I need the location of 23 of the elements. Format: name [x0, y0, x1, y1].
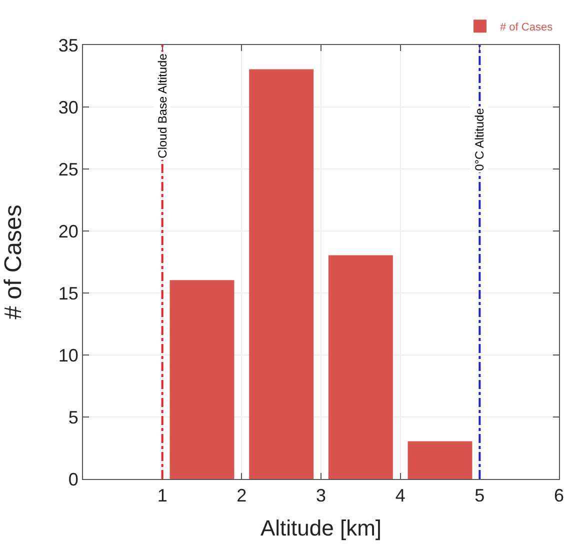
- bar: [249, 69, 314, 479]
- y-tick-label: 35: [58, 35, 78, 56]
- x-tick-label: 6: [554, 486, 564, 506]
- x-tick-label: 2: [236, 486, 247, 506]
- ref-line-label: Cloud Base Altitude: [155, 53, 170, 158]
- bar: [170, 280, 234, 479]
- y-tick-label: 5: [68, 407, 78, 428]
- y-tick-label: 10: [58, 345, 78, 366]
- x-tick-label: 5: [474, 486, 485, 506]
- legend-label: # of Cases: [500, 21, 554, 34]
- y-axis-title: # of Cases: [0, 204, 27, 320]
- ref-line-label: 0°C Altitude: [472, 108, 486, 171]
- y-tick-label: 20: [58, 221, 78, 242]
- x-tick-label: 3: [316, 486, 326, 506]
- bar: [328, 255, 393, 479]
- y-tick-label: 25: [58, 159, 78, 180]
- x-tick-label: 4: [395, 486, 406, 506]
- x-tick-label: 1: [157, 486, 168, 506]
- y-tick-label: 30: [58, 97, 78, 118]
- y-tick-label: 0: [68, 469, 78, 490]
- bar: [408, 441, 472, 479]
- x-axis-title: Altitude [km]: [260, 516, 382, 540]
- y-tick-label: 15: [58, 283, 78, 304]
